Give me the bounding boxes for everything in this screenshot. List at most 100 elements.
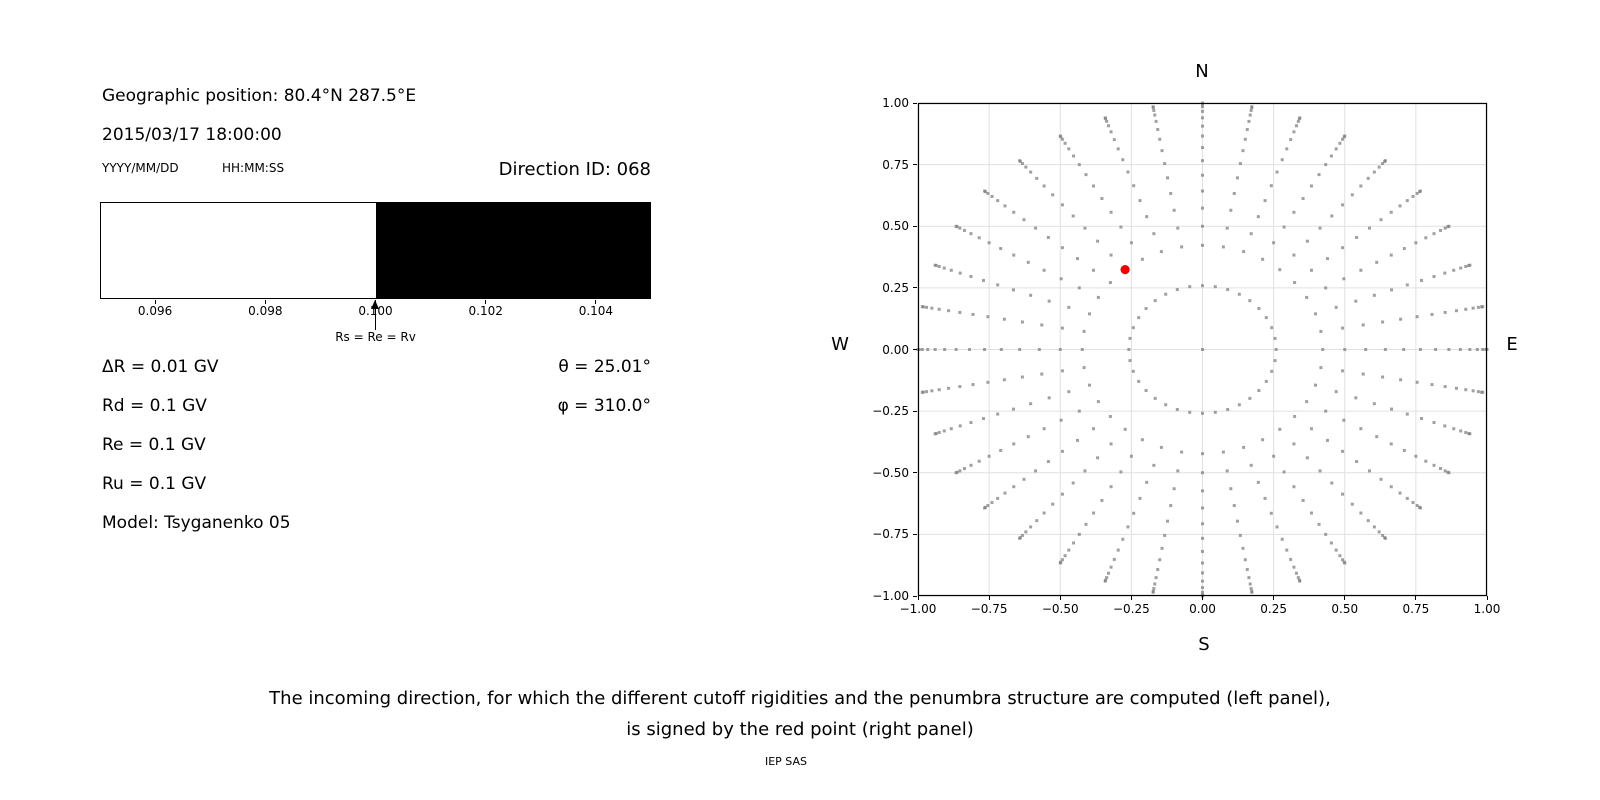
grid-dot xyxy=(1334,305,1338,309)
grid-dot xyxy=(954,471,958,475)
grid-dot xyxy=(1071,481,1075,485)
grid-dot xyxy=(1160,546,1164,550)
grid-dot xyxy=(1107,124,1111,128)
grid-dot xyxy=(1398,491,1402,495)
grid-dot xyxy=(1359,268,1363,272)
x-tick-mark xyxy=(1202,596,1203,600)
grid-dot xyxy=(958,310,962,314)
grid-dot xyxy=(1261,257,1265,261)
grid-dot xyxy=(1249,587,1253,591)
grid-dot xyxy=(1475,348,1479,351)
bar-tick-label: 0.096 xyxy=(137,304,173,318)
grid-dot xyxy=(1341,449,1345,453)
grid-dot xyxy=(1063,141,1067,145)
grid-dot xyxy=(1201,452,1204,456)
grid-dot xyxy=(920,348,924,351)
grid-dot xyxy=(969,274,973,278)
grid-dot xyxy=(1123,427,1127,431)
grid-dot xyxy=(1020,375,1024,379)
grid-dot xyxy=(1334,390,1338,394)
grid-dot xyxy=(1269,184,1273,188)
y-tick-label: 0.75 xyxy=(882,157,909,172)
grid-dot xyxy=(1285,548,1289,552)
grid-dot xyxy=(1059,277,1063,281)
grid-dot xyxy=(1292,210,1296,214)
grid-dot xyxy=(1153,299,1157,303)
grid-dot xyxy=(1169,504,1173,508)
y-tick-label: −1.00 xyxy=(872,589,909,603)
grid-dot xyxy=(1126,170,1130,174)
grid-dot xyxy=(1201,571,1204,575)
angle-row: θ = 25.01° xyxy=(558,357,651,377)
grid-dot xyxy=(1201,590,1204,594)
grid-dot xyxy=(1447,471,1451,475)
grid-dot xyxy=(1415,191,1419,195)
grid-dot xyxy=(1159,250,1163,254)
grid-dot xyxy=(1245,127,1249,131)
grid-dot xyxy=(987,454,991,458)
y-tick-mark xyxy=(913,533,917,535)
grid-dot xyxy=(1305,239,1309,243)
grid-dot xyxy=(947,386,951,390)
grid-dot xyxy=(1029,170,1033,174)
grid-dot xyxy=(1354,299,1358,303)
grid-dot xyxy=(1020,162,1024,166)
grid-dot xyxy=(1309,184,1313,188)
grid-dot xyxy=(1334,147,1338,151)
grid-dot xyxy=(1459,266,1463,270)
grid-dot xyxy=(1201,348,1204,351)
grid-dot xyxy=(1226,288,1230,292)
grid-dot xyxy=(1399,378,1403,382)
grid-dot xyxy=(1309,511,1313,515)
grid-dot xyxy=(1011,407,1015,411)
grid-dot xyxy=(1137,379,1141,383)
grid-dot xyxy=(1092,427,1096,431)
grid-dot xyxy=(1047,299,1051,303)
grid-dot xyxy=(1072,541,1076,545)
grid-dot xyxy=(1154,576,1158,580)
grid-dot xyxy=(1377,530,1381,534)
grid-dot xyxy=(1201,146,1204,150)
y-tick-mark xyxy=(913,349,917,350)
grid-dot xyxy=(1481,305,1485,309)
grid-dot xyxy=(987,241,991,245)
grid-dot xyxy=(1067,548,1071,552)
grid-dot xyxy=(1249,108,1253,112)
grid-dot xyxy=(1166,176,1170,180)
grid-dot xyxy=(1166,519,1170,523)
grid-dot xyxy=(986,315,990,319)
grid-dot xyxy=(1405,199,1409,203)
grid-dot xyxy=(1126,525,1130,529)
grid-dot xyxy=(920,305,924,309)
grid-dot xyxy=(1464,431,1468,435)
date-format-label: YYYY/MM/DD xyxy=(102,161,179,175)
grid-dot xyxy=(1201,536,1204,540)
grid-dot xyxy=(1263,199,1267,203)
grid-dot xyxy=(1156,568,1160,572)
grid-dot xyxy=(1100,498,1104,502)
grid-dot xyxy=(1103,579,1107,583)
grid-dot xyxy=(1026,435,1030,439)
grid-dot xyxy=(942,429,946,433)
grid-dot xyxy=(1238,162,1242,166)
bar-tick-mark xyxy=(264,300,266,304)
grid-dot xyxy=(1389,253,1393,257)
grid-dot xyxy=(1247,119,1251,123)
grid-dot xyxy=(1367,226,1371,230)
grid-dot xyxy=(1176,469,1180,473)
grid-dot xyxy=(1324,409,1328,413)
grid-dot xyxy=(1242,250,1246,254)
grid-dot xyxy=(1119,470,1123,474)
grid-dot xyxy=(1317,522,1321,526)
grid-dot xyxy=(1151,105,1155,109)
grid-dot xyxy=(1415,504,1419,508)
grid-dot xyxy=(1201,189,1204,193)
grid-dot xyxy=(1201,105,1204,109)
grid-dot xyxy=(1329,154,1333,158)
grid-dot xyxy=(1060,369,1064,373)
grid-dot xyxy=(1250,105,1254,109)
grid-dot xyxy=(958,271,962,275)
grid-dot xyxy=(1432,463,1436,467)
grid-dot xyxy=(1232,191,1236,195)
